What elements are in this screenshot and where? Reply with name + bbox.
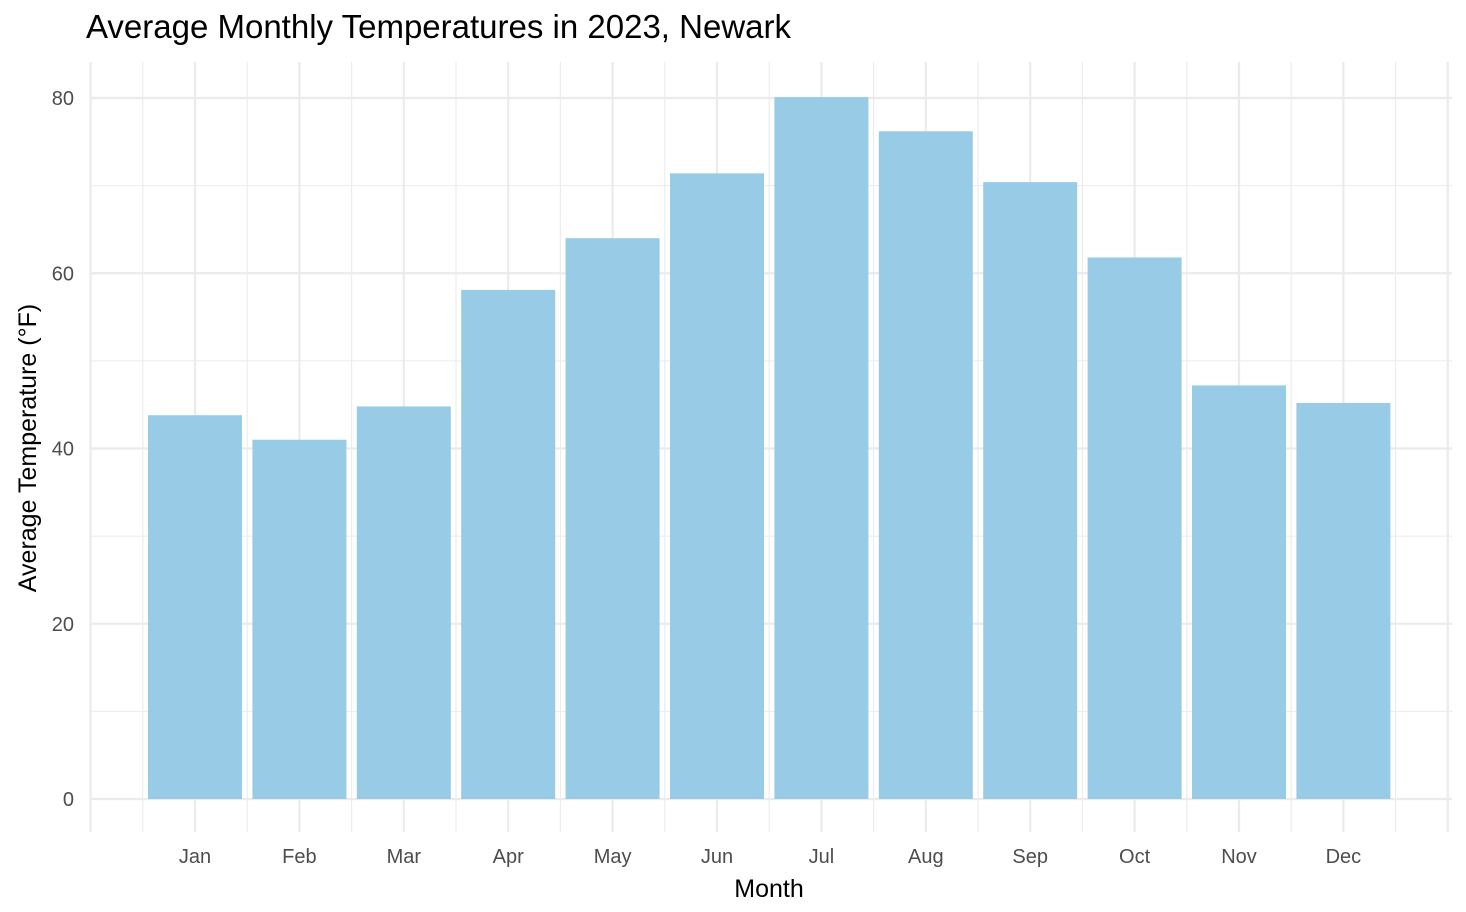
bars (148, 97, 1391, 800)
x-tick-label: Jan (179, 846, 211, 868)
chart-title: Average Monthly Temperatures in 2023, Ne… (86, 8, 791, 45)
x-tick-label: Aug (908, 846, 944, 868)
x-tick-label: Dec (1326, 846, 1362, 868)
bar-apr (461, 289, 556, 799)
bar-mar (356, 406, 451, 799)
y-tick-label: 0 (63, 789, 74, 811)
bar-feb (252, 439, 347, 799)
y-tick-label: 60 (52, 263, 74, 285)
x-tick-label: Apr (493, 846, 524, 868)
y-tick-label: 20 (52, 614, 74, 636)
bar-dec (1296, 402, 1391, 799)
x-tick-label: Feb (282, 846, 316, 868)
y-tick-label: 80 (52, 88, 74, 110)
bar-aug (878, 131, 973, 800)
bar-oct (1087, 257, 1182, 799)
bar-jun (670, 173, 764, 800)
bar-jan (148, 415, 242, 799)
x-tick-label: Nov (1221, 846, 1257, 868)
x-tick-label: Oct (1119, 846, 1151, 868)
bar-nov (1192, 385, 1286, 799)
x-tick-labels: Jan Feb Mar Apr May Jun Jul Aug Sep Oct Nov Dec (179, 846, 1361, 868)
x-tick-label: Mar (387, 846, 422, 868)
x-tick-label: Sep (1012, 846, 1048, 868)
x-axis-title: Month (734, 875, 803, 903)
y-tick-label: 40 (52, 439, 74, 461)
y-tick-labels: 0 20 40 60 80 (52, 88, 74, 811)
bar-jul (774, 97, 869, 799)
bar-may (565, 238, 660, 799)
x-tick-label: Jun (701, 846, 733, 868)
x-tick-label: May (594, 846, 632, 868)
x-tick-label: Jul (809, 846, 835, 868)
y-axis-title: Average Temperature (°F) (14, 304, 42, 592)
bar-sep (983, 182, 1078, 799)
